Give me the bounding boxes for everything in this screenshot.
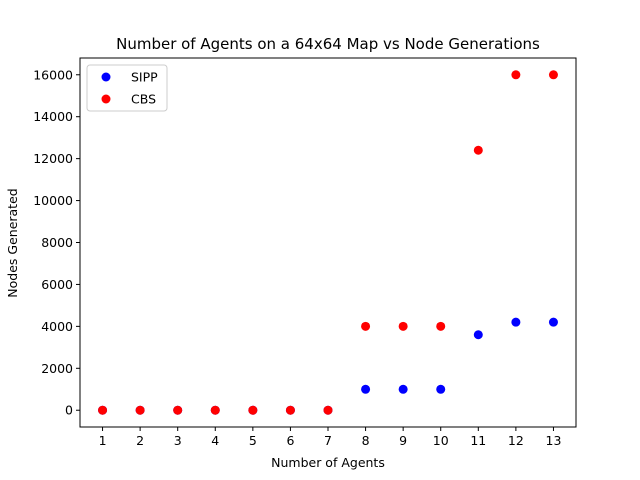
axis-ticks: 1 2 3 4 5 6 7 8 9 10 11 12 1302000400060008000100001… [33,67,561,448]
x-tick-label: 7 [324,433,332,448]
x-tick-label: 4 [211,433,219,448]
x-axis-label: Number of Agents [271,455,385,470]
y-axis-label: Nodes Generated [5,188,20,297]
x-tick-label: 13 [546,433,562,448]
y-tick-label: 4000 [41,319,73,334]
x-tick-label: 1 [99,433,107,448]
sipp-point [398,384,408,394]
sipp-point [511,317,521,327]
legend: SIPP CBS [86,64,168,112]
x-tick-label: 8 [362,433,370,448]
y-tick-label: 2000 [41,361,73,376]
x-tick-label: 3 [174,433,182,448]
sipp-point [548,317,558,327]
legend-label-sipp: SIPP [131,70,158,85]
sipp-point [361,384,371,394]
chart-title: Number of Agents on a 64x64 Map vs Node … [116,35,540,53]
plot-frame [79,57,577,428]
x-tick-label: 11 [470,433,486,448]
cbs-point [173,405,183,415]
cbs-point [248,405,258,415]
cbs-point [285,405,295,415]
cbs-point [98,405,108,415]
y-tick-label: 16000 [33,67,73,82]
cbs-point [511,70,521,80]
cbs-point [473,145,483,155]
cbs-point [398,321,408,331]
x-tick-label: 9 [399,433,407,448]
x-tick-label: 12 [508,433,524,448]
legend-label-cbs: CBS [131,92,156,107]
y-tick-label: 10000 [33,193,73,208]
cbs-point [361,321,371,331]
x-tick-label: 10 [433,433,449,448]
x-tick-label: 2 [136,433,144,448]
cbs-point [210,405,220,415]
cbs-point [135,405,145,415]
y-tick-label: 12000 [33,151,73,166]
legend-marker-sipp [101,72,111,82]
y-tick-label: 14000 [33,109,73,124]
y-tick-label: 8000 [41,235,73,250]
cbs-point [436,321,446,331]
y-tick-label: 6000 [41,277,73,292]
y-tick-label: 0 [65,403,73,418]
legend-marker-cbs [101,94,111,104]
sipp-point [436,384,446,394]
x-tick-label: 5 [249,433,257,448]
cbs-point [323,405,333,415]
cbs-point [548,70,558,80]
sipp-point [473,330,483,340]
data-points [98,70,558,415]
x-tick-label: 6 [286,433,294,448]
